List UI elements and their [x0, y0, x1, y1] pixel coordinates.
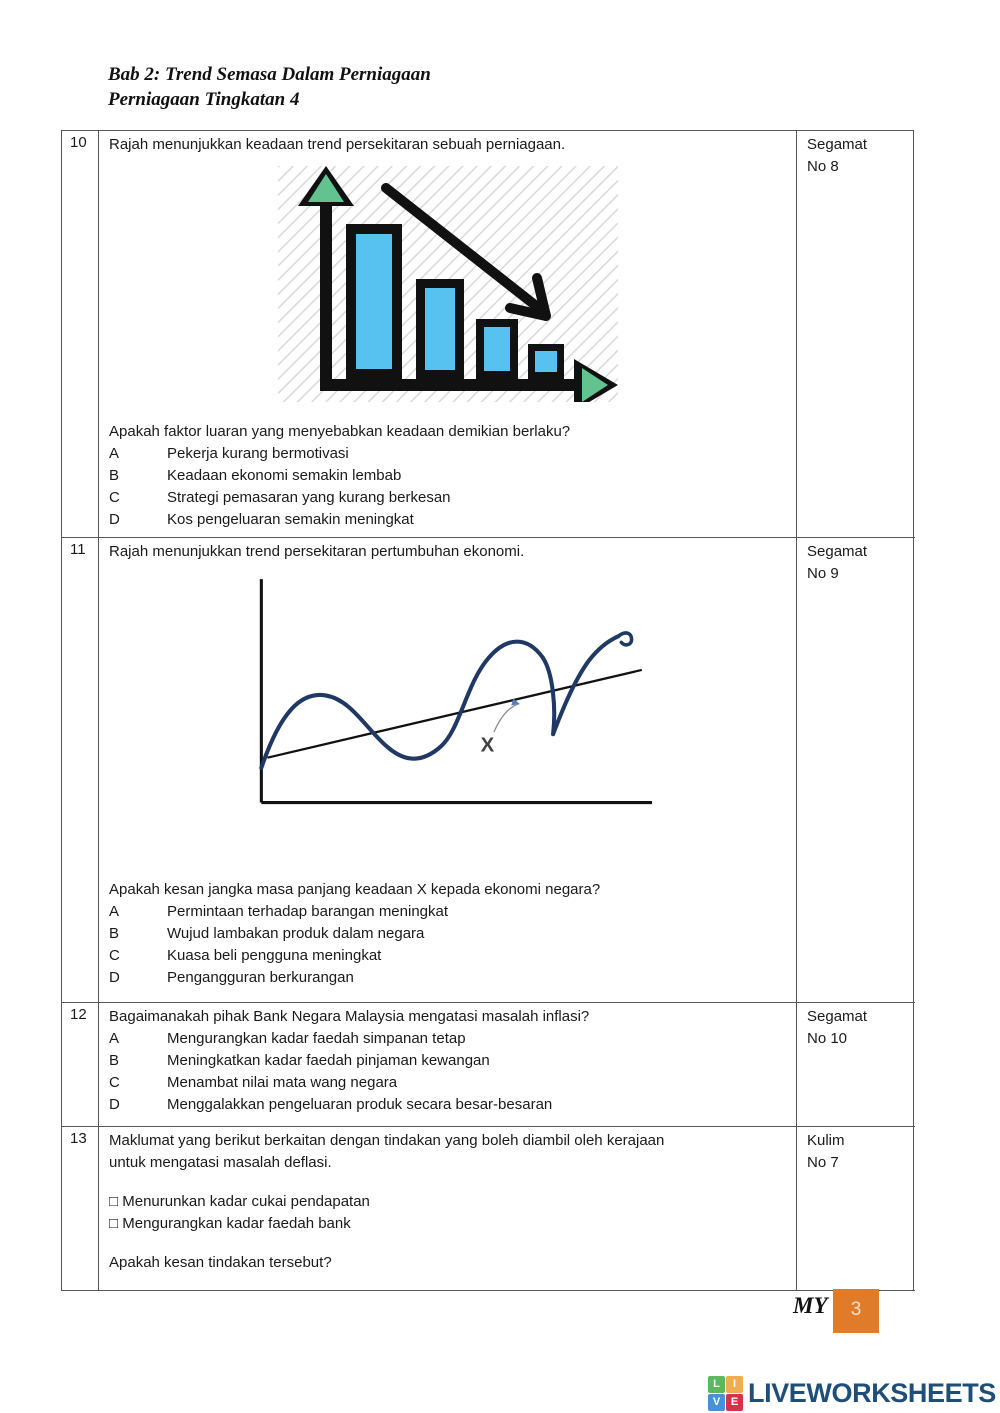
svg-text:X: X — [480, 735, 494, 757]
